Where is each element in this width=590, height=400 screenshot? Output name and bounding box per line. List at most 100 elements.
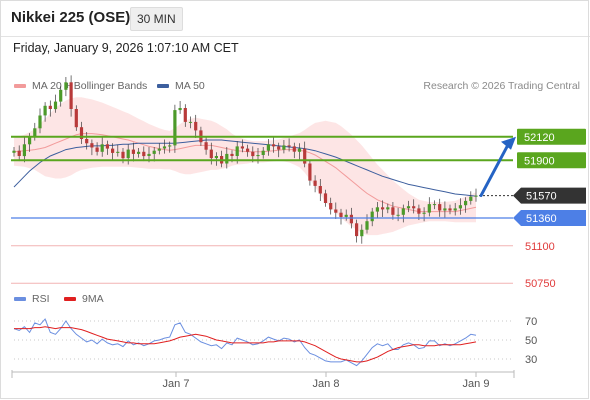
rsi-ma-swatch <box>64 297 76 302</box>
rsi-line <box>13 318 477 367</box>
candle-body <box>469 196 473 201</box>
candle-body <box>297 148 302 152</box>
rsi-legend-label: RSI <box>32 293 50 305</box>
legend-ma50: MA 50 <box>157 80 205 92</box>
candle-body <box>235 146 239 156</box>
forecast-arrowhead-icon <box>501 136 516 150</box>
candle-body <box>448 208 452 211</box>
candle-body <box>38 115 42 129</box>
candle-body <box>90 143 94 148</box>
candle-body <box>209 149 213 159</box>
candle-body <box>272 144 276 147</box>
candle-body <box>147 153 151 156</box>
candle-body <box>412 206 416 209</box>
candle-body <box>303 148 307 164</box>
candle-body <box>313 180 317 186</box>
time-axis-label: Jan 9 <box>463 378 490 390</box>
last-price-label: 51570 <box>526 191 557 203</box>
rsi-ma-legend-label: 9MA <box>82 293 104 305</box>
legend-rsi: RSI <box>14 293 50 305</box>
candle-body <box>417 208 421 214</box>
candle-body <box>329 203 333 210</box>
time-axis-label: Jan 8 <box>313 378 340 390</box>
ma50-legend-label: MA 50 <box>175 80 205 92</box>
time-axis-label: Jan 7 <box>163 378 190 390</box>
candle-body <box>381 207 385 210</box>
candle-body <box>137 151 141 154</box>
candle-body <box>443 208 447 211</box>
candle-body <box>188 121 193 123</box>
candle-body <box>375 207 379 212</box>
candle-body <box>427 204 431 213</box>
candle-body <box>396 214 400 216</box>
candle-body <box>391 207 395 215</box>
last-price-tag <box>513 187 586 204</box>
candle-body <box>69 82 73 109</box>
chart-header: Nikkei 225 (OSE) 30 MIN <box>0 0 590 37</box>
candle-body <box>318 186 322 194</box>
ma50-swatch <box>157 84 169 89</box>
candle-body <box>17 150 21 156</box>
candle-body <box>95 147 99 152</box>
forecast-arrow <box>479 143 510 198</box>
ma20-line <box>13 133 477 213</box>
rsi-tick-label: 50 <box>525 335 537 347</box>
candle-body <box>251 151 255 157</box>
candle-body <box>157 148 161 151</box>
candle-body <box>339 212 343 217</box>
candle-body <box>266 144 270 151</box>
candle-body <box>152 150 156 154</box>
candle-body <box>12 150 16 153</box>
candle-body <box>355 223 359 237</box>
candle-body <box>105 144 109 149</box>
candle-body <box>194 121 198 131</box>
candle-body <box>162 146 167 149</box>
candle-body <box>308 163 312 181</box>
candle-body <box>204 142 208 150</box>
rsi-ma-line <box>14 326 477 363</box>
resistance-level-label: 51900 <box>524 155 555 167</box>
candle-body <box>365 221 369 230</box>
candle-body <box>282 145 286 150</box>
candle-body <box>59 89 63 102</box>
pivot-level-tag <box>513 210 586 226</box>
candle-body <box>334 209 338 213</box>
candle-body <box>53 101 58 110</box>
candle-body <box>370 211 374 222</box>
candle-body <box>131 149 135 154</box>
candle-body <box>22 144 26 157</box>
candle-body <box>214 156 218 159</box>
support-level-label: 50750 <box>525 278 556 290</box>
resistance-level-tag <box>517 152 586 169</box>
candle-body <box>406 206 411 209</box>
candle-body <box>48 105 52 109</box>
rsi-tick-label: 30 <box>525 354 537 366</box>
candle-body <box>360 229 364 237</box>
candle-body <box>464 200 468 206</box>
candle-body <box>168 145 172 147</box>
resistance-level-tag <box>517 128 586 145</box>
candle-body <box>292 146 296 152</box>
candle-body <box>246 148 250 152</box>
candle-body <box>116 151 120 153</box>
candle-body <box>261 150 265 155</box>
support-level-label: 51100 <box>525 241 555 253</box>
candle-body <box>43 105 47 116</box>
candle-body <box>323 193 328 203</box>
candle-body <box>28 136 32 145</box>
candle-body <box>74 109 78 128</box>
candle-body <box>79 127 84 139</box>
candle-body <box>432 204 437 206</box>
candle-body <box>458 205 462 209</box>
candle-body <box>287 145 291 147</box>
interval-selector[interactable]: 30 MIN <box>130 7 183 31</box>
candle-body <box>225 153 229 164</box>
candle-body <box>453 208 457 211</box>
candle-body <box>178 108 182 111</box>
candle-body <box>349 214 353 224</box>
rsi-tick-label: 70 <box>525 316 537 328</box>
candle-body <box>474 195 478 197</box>
candle-body <box>173 110 177 146</box>
candle-body <box>256 155 260 157</box>
